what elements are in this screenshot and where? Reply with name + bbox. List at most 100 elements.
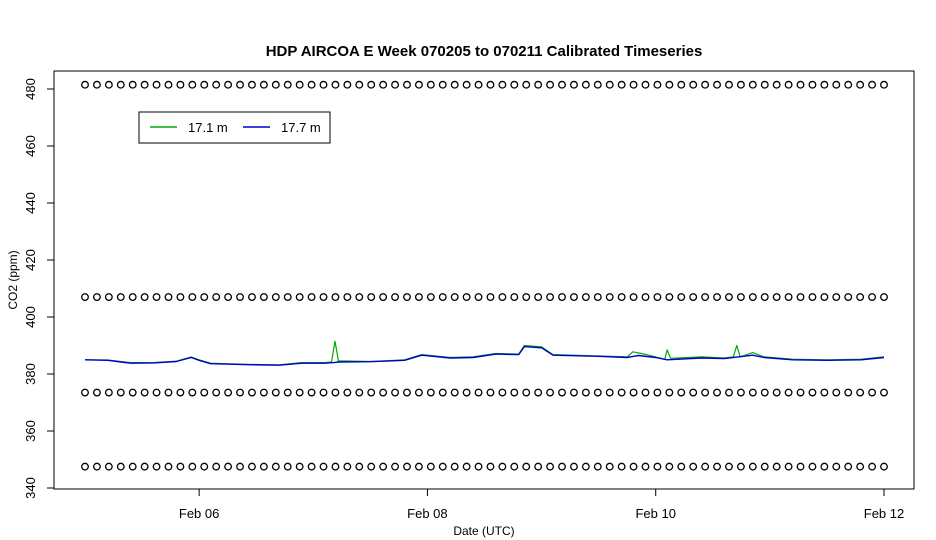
marker-point (856, 388, 865, 397)
marker-point (856, 293, 865, 301)
marker-point (92, 388, 101, 397)
marker-point (569, 388, 578, 397)
marker-point (832, 80, 841, 89)
marker-point (808, 293, 817, 301)
marker-point (414, 388, 423, 397)
marker-point (498, 388, 507, 397)
marker-point (760, 462, 769, 471)
marker-point (152, 293, 161, 301)
marker-point (748, 388, 757, 397)
marker-point (379, 388, 388, 397)
marker-point (140, 80, 149, 89)
marker-point (224, 388, 233, 397)
marker-point (546, 293, 555, 301)
marker-point (760, 293, 769, 301)
marker-point (510, 388, 519, 397)
marker-point (403, 80, 411, 89)
marker-point (689, 388, 698, 397)
marker-point (379, 80, 388, 89)
marker-point (677, 388, 686, 397)
x-axis: Feb 06 Feb 08 Feb 10 Feb 12 (179, 488, 904, 521)
marker-point (832, 462, 841, 471)
marker-point (665, 462, 674, 471)
marker-point (331, 462, 340, 471)
marker-point (307, 80, 316, 89)
marker-point (510, 462, 519, 471)
marker-point (486, 80, 495, 89)
marker-point (820, 293, 829, 301)
marker-point (259, 80, 268, 89)
marker-point (343, 388, 352, 397)
marker-point (462, 80, 471, 89)
marker-point (868, 293, 877, 301)
x-tick-label: Feb 10 (635, 506, 675, 521)
marker-point (236, 462, 244, 471)
marker-point (200, 388, 209, 397)
marker-point (92, 293, 101, 301)
marker-point (558, 462, 566, 471)
marker-point (713, 388, 721, 397)
marker-point (593, 462, 602, 471)
marker-point (81, 293, 89, 301)
marker-point (629, 80, 638, 89)
marker-point (164, 462, 173, 471)
marker-point (248, 293, 256, 301)
marker-point (391, 388, 400, 397)
marker-point (677, 80, 686, 89)
marker-point (617, 462, 626, 471)
marker-point (259, 462, 268, 471)
marker-point (772, 388, 781, 397)
marker-point (534, 462, 543, 471)
marker-point (343, 293, 352, 301)
marker-point (653, 388, 662, 397)
marker-rows (81, 80, 888, 471)
marker-point (820, 80, 829, 89)
marker-point (176, 80, 185, 89)
marker-point (200, 462, 209, 471)
marker-point (581, 293, 590, 301)
marker-point (259, 293, 268, 301)
marker-point (128, 293, 137, 301)
marker-point (438, 80, 447, 89)
marker-point (736, 80, 745, 89)
legend: 17.1 m 17.7 m (138, 111, 331, 144)
marker-point (271, 462, 280, 471)
marker-point (188, 293, 197, 301)
marker-point (188, 462, 197, 471)
marker-point (880, 462, 888, 471)
marker-point (760, 388, 769, 397)
marker-point (629, 293, 638, 301)
marker-point (510, 293, 519, 301)
marker-point (581, 388, 590, 397)
marker-point (236, 293, 244, 301)
marker-point (736, 293, 745, 301)
marker-point (271, 388, 280, 397)
marker-point (92, 80, 101, 89)
marker-point (593, 293, 602, 301)
marker-point (295, 462, 304, 471)
marker-point (772, 462, 781, 471)
marker-point (164, 80, 173, 89)
marker-point (498, 462, 507, 471)
marker-point (414, 80, 423, 89)
marker-point (534, 293, 543, 301)
marker-point (414, 462, 423, 471)
marker-point (820, 462, 829, 471)
marker-point (259, 388, 268, 397)
marker-point (605, 388, 614, 397)
marker-point (116, 388, 125, 397)
marker-point (450, 388, 459, 397)
marker-point (605, 293, 614, 301)
marker-point (844, 80, 853, 89)
marker-point (248, 80, 256, 89)
marker-point (629, 462, 638, 471)
marker-point (248, 462, 256, 471)
marker-point (81, 462, 89, 471)
marker-point (665, 80, 674, 89)
marker-point (331, 388, 340, 397)
marker-point (176, 388, 185, 397)
marker-point (653, 293, 662, 301)
marker-point (367, 388, 376, 397)
marker-point (593, 80, 602, 89)
